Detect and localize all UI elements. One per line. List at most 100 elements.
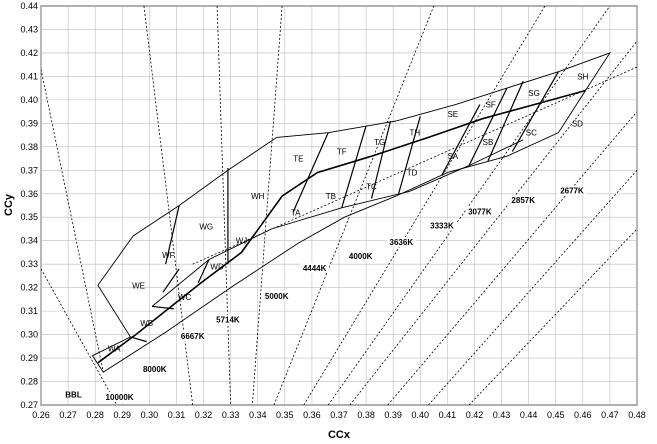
region-label: TD: [407, 169, 418, 178]
y-tick-label: 0.39: [20, 118, 38, 128]
cct-label: 6667K: [181, 332, 205, 341]
bin-divider: [130, 336, 147, 343]
region-labels: WA WB WC WD WE WF WG WH WJ TA TB TC TD TE TF TG TH SA SB SC…: [108, 72, 589, 353]
bin-divider: [152, 305, 174, 310]
cct-label-bg: [262, 291, 292, 302]
y-tick-label: 0.38: [20, 142, 38, 152]
region-label: SB: [483, 138, 494, 147]
isotemperature-line: [143, 6, 194, 405]
region-label: TE: [293, 155, 303, 164]
x-tick-label: 0.29: [114, 410, 132, 420]
x-axis-title: CCx: [328, 429, 351, 441]
cct-labels: BBL 10000K 8000K 6667K 5714K 5000K 4444K 4000K 3…: [64, 185, 587, 402]
y-tick-label: 0.44: [20, 1, 38, 11]
x-tick-label: 0.34: [249, 410, 267, 420]
cct-label-bg: [346, 251, 376, 262]
region-label: TB: [326, 192, 336, 201]
y-tick-label: 0.42: [20, 48, 38, 58]
x-tick-label: 0.45: [547, 410, 565, 420]
cct-label-bg: [300, 262, 330, 273]
cct-label-bg: [178, 330, 208, 341]
cct-label: 3077K: [468, 208, 492, 217]
region-label: WD: [210, 263, 224, 272]
bin-divider: [292, 132, 329, 213]
region-label: WE: [132, 281, 145, 290]
cct-label-bg: [64, 389, 84, 400]
bin-divider: [197, 259, 210, 284]
x-tick-label: 0.28: [86, 410, 104, 420]
x-tick-label: 0.44: [520, 410, 538, 420]
isotemperature-line: [216, 6, 232, 405]
region-label: WB: [140, 319, 153, 328]
y-tick-label: 0.36: [20, 189, 38, 199]
region-label: SE: [447, 110, 458, 119]
isotemperature-line: [41, 268, 118, 405]
x-tick-label: 0.46: [574, 410, 592, 420]
cct-label-bg: [465, 206, 495, 217]
region-label: WF: [162, 251, 175, 260]
region-label: TA: [291, 209, 301, 218]
isotemperature-line: [387, 111, 637, 405]
cct-label: 2857K: [511, 196, 535, 205]
cct-label-bg: [557, 185, 587, 196]
region-label: TF: [337, 148, 347, 157]
region-label: TG: [374, 138, 385, 147]
isotemperature-line: [327, 6, 611, 405]
cct-label: 10000K: [106, 393, 134, 402]
x-tick-label: 0.30: [141, 410, 159, 420]
x-tick-label: 0.41: [439, 410, 457, 420]
center-line: [97, 89, 586, 364]
y-tick-label: 0.27: [20, 400, 38, 410]
region-label: TH: [410, 129, 421, 138]
cct-label: 4000K: [349, 252, 373, 261]
x-tick-label: 0.27: [59, 410, 77, 420]
region-label: SC: [526, 129, 537, 138]
y-tick-label: 0.28: [20, 377, 38, 387]
cct-label: BBL: [65, 391, 82, 400]
bin-divider: [165, 205, 180, 265]
x-tick-label: 0.48: [628, 410, 646, 420]
cct-label-bg: [140, 363, 170, 374]
isotemperature-line: [41, 69, 104, 373]
y-tick-label: 0.33: [20, 259, 38, 269]
y-tick-label: 0.40: [20, 95, 38, 105]
isotemperature-line: [468, 228, 637, 405]
region-label: SD: [572, 119, 583, 128]
bin-divider: [370, 120, 392, 199]
cct-label: 5000K: [265, 292, 289, 301]
dotted-isotemperature-lines: [41, 6, 637, 405]
x-tick-label: 0.38: [357, 410, 375, 420]
y-tick-label: 0.32: [20, 283, 38, 293]
x-tick-label: 0.40: [412, 410, 430, 420]
y-tick-label: 0.43: [20, 24, 38, 34]
cct-label-bg: [213, 314, 243, 325]
region-label: SA: [447, 152, 458, 161]
cct-label: 4444K: [303, 264, 327, 273]
y-tick-label: 0.34: [20, 236, 38, 246]
x-tick-label: 0.37: [330, 410, 348, 420]
y-tick-label: 0.41: [20, 71, 38, 81]
outer-boundary: [91, 52, 612, 373]
region-label: TC: [366, 183, 377, 192]
x-tick-label: 0.36: [303, 410, 321, 420]
y-tick-label: 0.30: [20, 330, 38, 340]
x-tick-label: 0.33: [222, 410, 240, 420]
region-label: SF: [486, 101, 496, 110]
cct-label: 2677K: [560, 186, 584, 195]
y-tick-label: 0.31: [20, 306, 38, 316]
cct-label: 8000K: [143, 365, 167, 374]
bin-divider: [487, 80, 524, 162]
cct-label-bg: [386, 237, 416, 248]
bin-divider: [511, 71, 559, 152]
x-tick-label: 0.26: [32, 410, 50, 420]
isotemperature-line: [428, 170, 637, 405]
cct-label-bg: [102, 391, 137, 402]
cct-label: 3333K: [430, 222, 454, 231]
y-tick-labels: 0.27 0.28 0.29 0.30 0.31 0.32 0.33 0.34 0.35 0.36…: [20, 1, 38, 410]
y-tick-label: 0.29: [20, 353, 38, 363]
cct-label: 3636K: [390, 238, 414, 247]
x-tick-label: 0.47: [601, 410, 619, 420]
x-tick-label: 0.42: [466, 410, 484, 420]
y-tick-label: 0.35: [20, 212, 38, 222]
